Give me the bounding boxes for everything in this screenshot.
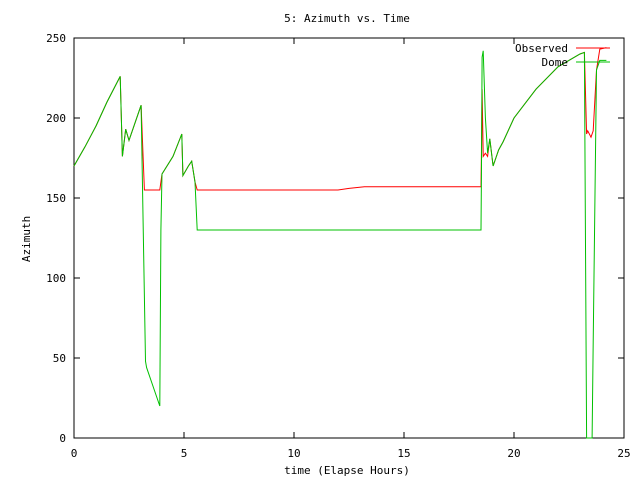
y-tick-label: 0 [59,432,66,445]
x-tick-label: 15 [397,447,410,460]
y-tick-label: 100 [46,272,66,285]
y-tick-label: 200 [46,112,66,125]
x-tick-label: 5 [181,447,188,460]
legend-label: Observed [515,42,568,55]
x-axis: 0 5 10 15 20 25 [71,38,631,460]
series-layer [73,47,607,439]
x-axis-label: time (Elapse Hours) [284,464,410,477]
y-axis: 0 50 100 150 200 250 [46,32,624,445]
y-tick-label: 250 [46,32,66,45]
series-line-dome [73,50,607,439]
x-tick-label: 20 [507,447,520,460]
chart-title: 5: Azimuth vs. Time [284,12,410,25]
y-tick-label: 50 [53,352,66,365]
y-tick-label: 150 [46,192,66,205]
series-line-observed [73,47,607,191]
x-tick-label: 0 [71,447,78,460]
plot-frame [73,37,625,439]
x-tick-label: 10 [287,447,300,460]
y-axis-label: Azimuth [20,216,33,262]
legend-label: Dome [542,56,569,69]
plot-border [73,37,625,439]
x-tick-label: 25 [617,447,630,460]
